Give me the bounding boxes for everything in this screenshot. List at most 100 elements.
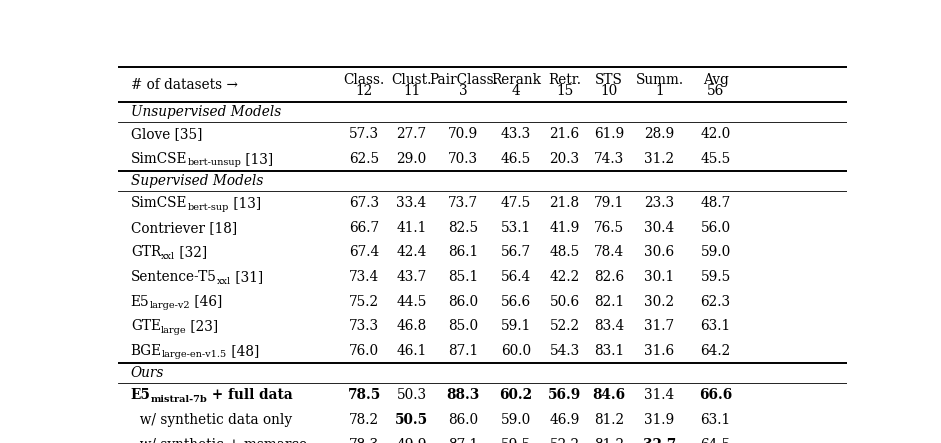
Text: 73.7: 73.7 [448, 196, 478, 210]
Text: 57.3: 57.3 [349, 127, 379, 141]
Text: 43.3: 43.3 [501, 127, 531, 141]
Text: 79.1: 79.1 [594, 196, 624, 210]
Text: Class.: Class. [343, 73, 385, 87]
Text: xxl: xxl [161, 252, 175, 261]
Text: 73.4: 73.4 [349, 270, 379, 284]
Text: 78.4: 78.4 [594, 245, 624, 260]
Text: 12: 12 [356, 84, 373, 97]
Text: Avg: Avg [703, 73, 728, 87]
Text: 73.3: 73.3 [349, 319, 379, 333]
Text: 56.9: 56.9 [548, 389, 582, 402]
Text: 46.8: 46.8 [396, 319, 426, 333]
Text: 1: 1 [655, 84, 663, 97]
Text: 63.1: 63.1 [700, 413, 731, 427]
Text: w/ synthetic + msmarco: w/ synthetic + msmarco [131, 438, 307, 443]
Text: 21.8: 21.8 [550, 196, 580, 210]
Text: 31.7: 31.7 [645, 319, 675, 333]
Text: 62.5: 62.5 [349, 152, 379, 166]
Text: Supervised Models: Supervised Models [131, 174, 263, 188]
Text: 76.5: 76.5 [594, 221, 624, 235]
Text: 42.2: 42.2 [550, 270, 580, 284]
Text: Clust.: Clust. [391, 73, 432, 87]
Text: Summ.: Summ. [635, 73, 683, 87]
Text: GTE: GTE [131, 319, 161, 333]
Text: 64.5: 64.5 [700, 438, 731, 443]
Text: 46.9: 46.9 [550, 413, 580, 427]
Text: Contriever [18]: Contriever [18] [131, 221, 237, 235]
Text: [48]: [48] [227, 344, 260, 358]
Text: 50.3: 50.3 [396, 389, 426, 402]
Text: 86.1: 86.1 [448, 245, 478, 260]
Text: 66.7: 66.7 [349, 221, 379, 235]
Text: [13]: [13] [241, 152, 273, 166]
Text: 32.7: 32.7 [643, 438, 676, 443]
Text: 53.1: 53.1 [501, 221, 531, 235]
Text: Retr.: Retr. [549, 73, 582, 87]
Text: Sentence-T5: Sentence-T5 [131, 270, 216, 284]
Text: 67.4: 67.4 [349, 245, 379, 260]
Text: 31.2: 31.2 [645, 152, 675, 166]
Text: large: large [161, 326, 186, 335]
Text: Glove [35]: Glove [35] [131, 127, 202, 141]
Text: 67.3: 67.3 [349, 196, 379, 210]
Text: 52.2: 52.2 [550, 319, 580, 333]
Text: 46.5: 46.5 [501, 152, 531, 166]
Text: 75.2: 75.2 [349, 295, 379, 309]
Text: [23]: [23] [186, 319, 218, 333]
Text: 30.2: 30.2 [645, 295, 675, 309]
Text: 76.0: 76.0 [349, 344, 379, 358]
Text: 59.5: 59.5 [700, 270, 731, 284]
Text: 47.5: 47.5 [501, 196, 531, 210]
Text: 81.2: 81.2 [594, 438, 624, 443]
Text: 54.3: 54.3 [550, 344, 580, 358]
Text: 23.3: 23.3 [645, 196, 675, 210]
Text: 43.7: 43.7 [396, 270, 426, 284]
Text: 85.0: 85.0 [448, 319, 478, 333]
Text: 29.0: 29.0 [396, 152, 426, 166]
Text: 56.7: 56.7 [501, 245, 531, 260]
Text: # of datasets →: # of datasets → [131, 78, 238, 92]
Text: 42.4: 42.4 [396, 245, 426, 260]
Text: 70.9: 70.9 [448, 127, 478, 141]
Text: E5: E5 [131, 389, 151, 402]
Text: 81.2: 81.2 [594, 413, 624, 427]
Text: [32]: [32] [175, 245, 207, 260]
Text: 50.5: 50.5 [395, 413, 428, 427]
Text: BGE: BGE [131, 344, 162, 358]
Text: 41.1: 41.1 [396, 221, 426, 235]
Text: 84.6: 84.6 [593, 389, 626, 402]
Text: 30.1: 30.1 [645, 270, 675, 284]
Text: 33.4: 33.4 [396, 196, 426, 210]
Text: 30.4: 30.4 [645, 221, 675, 235]
Text: 10: 10 [600, 84, 618, 97]
Text: 82.1: 82.1 [594, 295, 624, 309]
Text: 3: 3 [459, 84, 468, 97]
Text: 85.1: 85.1 [448, 270, 478, 284]
Text: Rerank: Rerank [491, 73, 541, 87]
Text: 70.3: 70.3 [448, 152, 478, 166]
Text: 45.5: 45.5 [700, 152, 731, 166]
Text: 56.6: 56.6 [501, 295, 531, 309]
Text: Unsupervised Models: Unsupervised Models [131, 105, 281, 119]
Text: 87.1: 87.1 [448, 344, 478, 358]
Text: 28.9: 28.9 [645, 127, 675, 141]
Text: xxl: xxl [216, 276, 231, 286]
Text: 52.2: 52.2 [550, 438, 580, 443]
Text: 31.9: 31.9 [645, 413, 675, 427]
Text: 87.1: 87.1 [448, 438, 478, 443]
Text: 46.1: 46.1 [396, 344, 426, 358]
Text: [31]: [31] [231, 270, 263, 284]
Text: w/ synthetic data only: w/ synthetic data only [131, 413, 292, 427]
Text: 59.0: 59.0 [700, 245, 731, 260]
Text: STS: STS [596, 73, 623, 87]
Text: 44.5: 44.5 [396, 295, 426, 309]
Text: 62.3: 62.3 [700, 295, 731, 309]
Text: 82.6: 82.6 [594, 270, 624, 284]
Text: 56: 56 [707, 84, 725, 97]
Text: 21.6: 21.6 [550, 127, 580, 141]
Text: 86.0: 86.0 [448, 295, 478, 309]
Text: 63.1: 63.1 [700, 319, 731, 333]
Text: 59.1: 59.1 [501, 319, 531, 333]
Text: 56.4: 56.4 [501, 270, 531, 284]
Text: 66.6: 66.6 [699, 389, 732, 402]
